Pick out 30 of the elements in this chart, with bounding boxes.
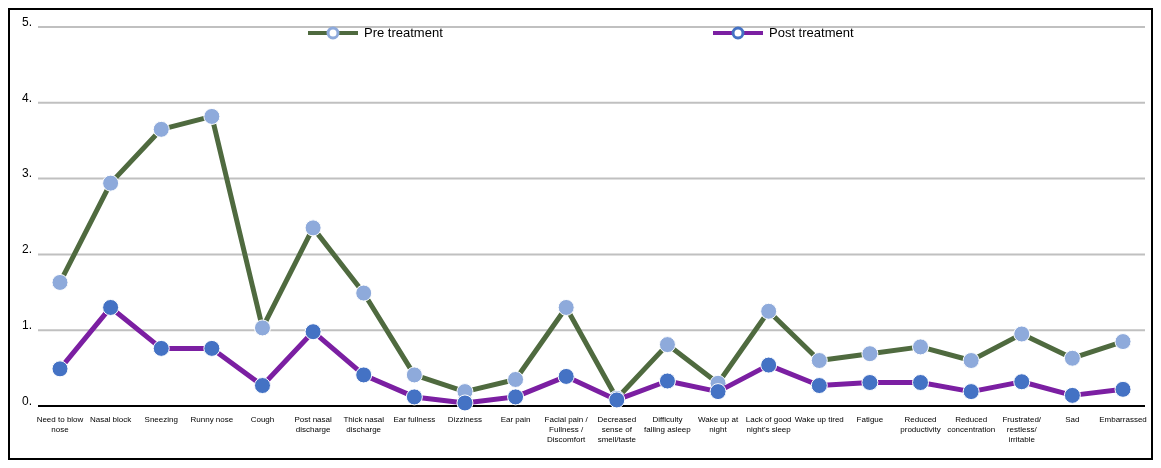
- x-tick-label: Runny nose: [190, 415, 234, 424]
- x-tick-label: Ear fullness: [393, 415, 436, 424]
- x-tick-label: Facial pain / Fullness / Discomfort: [544, 415, 589, 444]
- x-tick-label: Reduced concentration: [947, 415, 996, 434]
- x-tick-label: Frustrated/ restless/ irritable: [1002, 415, 1042, 444]
- x-tick-label: Cough: [250, 415, 275, 424]
- x-tick-label: Need to blow nose: [36, 415, 84, 434]
- x-tick-label: Decreased sense of smell/taste: [597, 415, 637, 444]
- x-tick-label: Sad: [1065, 415, 1080, 424]
- x-tick-label: Wake up at night: [697, 415, 739, 434]
- x-tick-label: Difficulty falling asleep: [644, 415, 692, 434]
- y-tick-label: 0.: [21, 393, 32, 408]
- y-tick-label: 5.: [21, 14, 32, 29]
- x-tick-label: Thick nasal discharge: [343, 415, 385, 434]
- y-tick-label: 2.: [21, 242, 32, 257]
- y-tick-label: 3.: [21, 166, 32, 181]
- x-tick-label: Ear pain: [500, 415, 531, 424]
- x-tick-label: Post nasal discharge: [294, 415, 332, 434]
- legend-label: Post treatment: [769, 25, 854, 40]
- y-tick-label: 1.: [21, 318, 32, 332]
- x-tick-label: Lack of good night's sleep: [745, 415, 792, 434]
- x-tick-label: Reduced productivity: [900, 415, 941, 434]
- y-tick-label: 4.: [21, 90, 32, 105]
- x-tick-label: Nasal block: [89, 415, 133, 424]
- x-tick-label: Fatigue: [856, 415, 884, 424]
- x-tick-label: Sneezing: [144, 415, 178, 424]
- x-tick-label: Dizziness: [447, 415, 483, 424]
- legend-label: Pre treatment: [364, 25, 444, 40]
- x-tick-label: Embarrassed: [1099, 415, 1147, 424]
- x-tick-label: Wake up tired: [794, 415, 844, 424]
